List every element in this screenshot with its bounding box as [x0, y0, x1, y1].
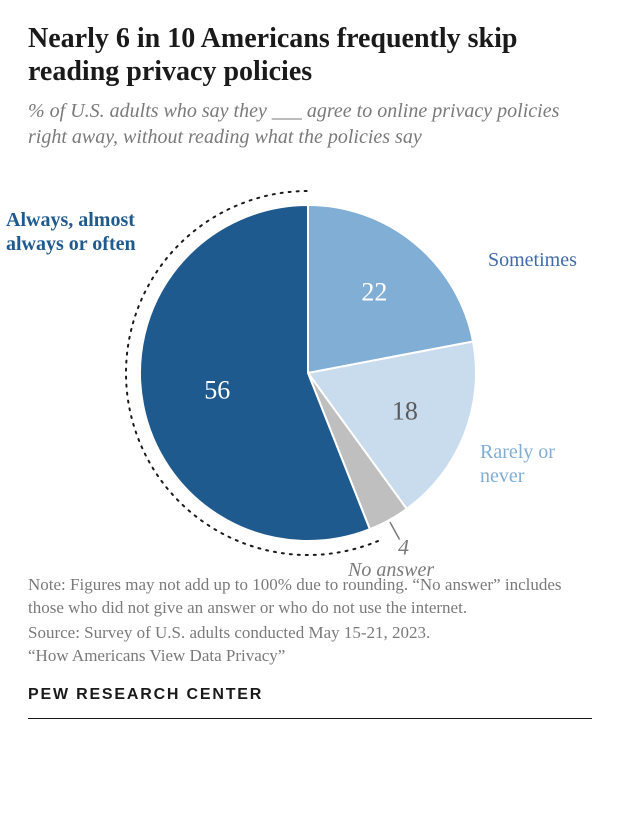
slice-value: 56	[204, 375, 230, 404]
chart-report: “How Americans View Data Privacy”	[28, 645, 592, 668]
slice-value: 22	[361, 278, 387, 307]
slice-label: Sometimes	[488, 248, 618, 272]
pie-chart: 2218456 SometimesRarely or neverNo answe…	[28, 168, 588, 568]
slice-label: Rarely or never	[480, 440, 600, 488]
chart-subtitle: % of U.S. adults who say they ___ agree …	[28, 98, 592, 150]
attribution: PEW RESEARCH CENTER	[28, 686, 592, 704]
slice-value: 18	[392, 396, 418, 425]
callout-tick	[390, 522, 400, 540]
footer-rule	[28, 718, 592, 719]
slice-label: Always, almost always or often	[6, 208, 166, 256]
chart-title: Nearly 6 in 10 Americans frequently skip…	[28, 22, 592, 88]
chart-source: Source: Survey of U.S. adults conducted …	[28, 622, 592, 645]
slice-label: No answer	[348, 558, 508, 582]
